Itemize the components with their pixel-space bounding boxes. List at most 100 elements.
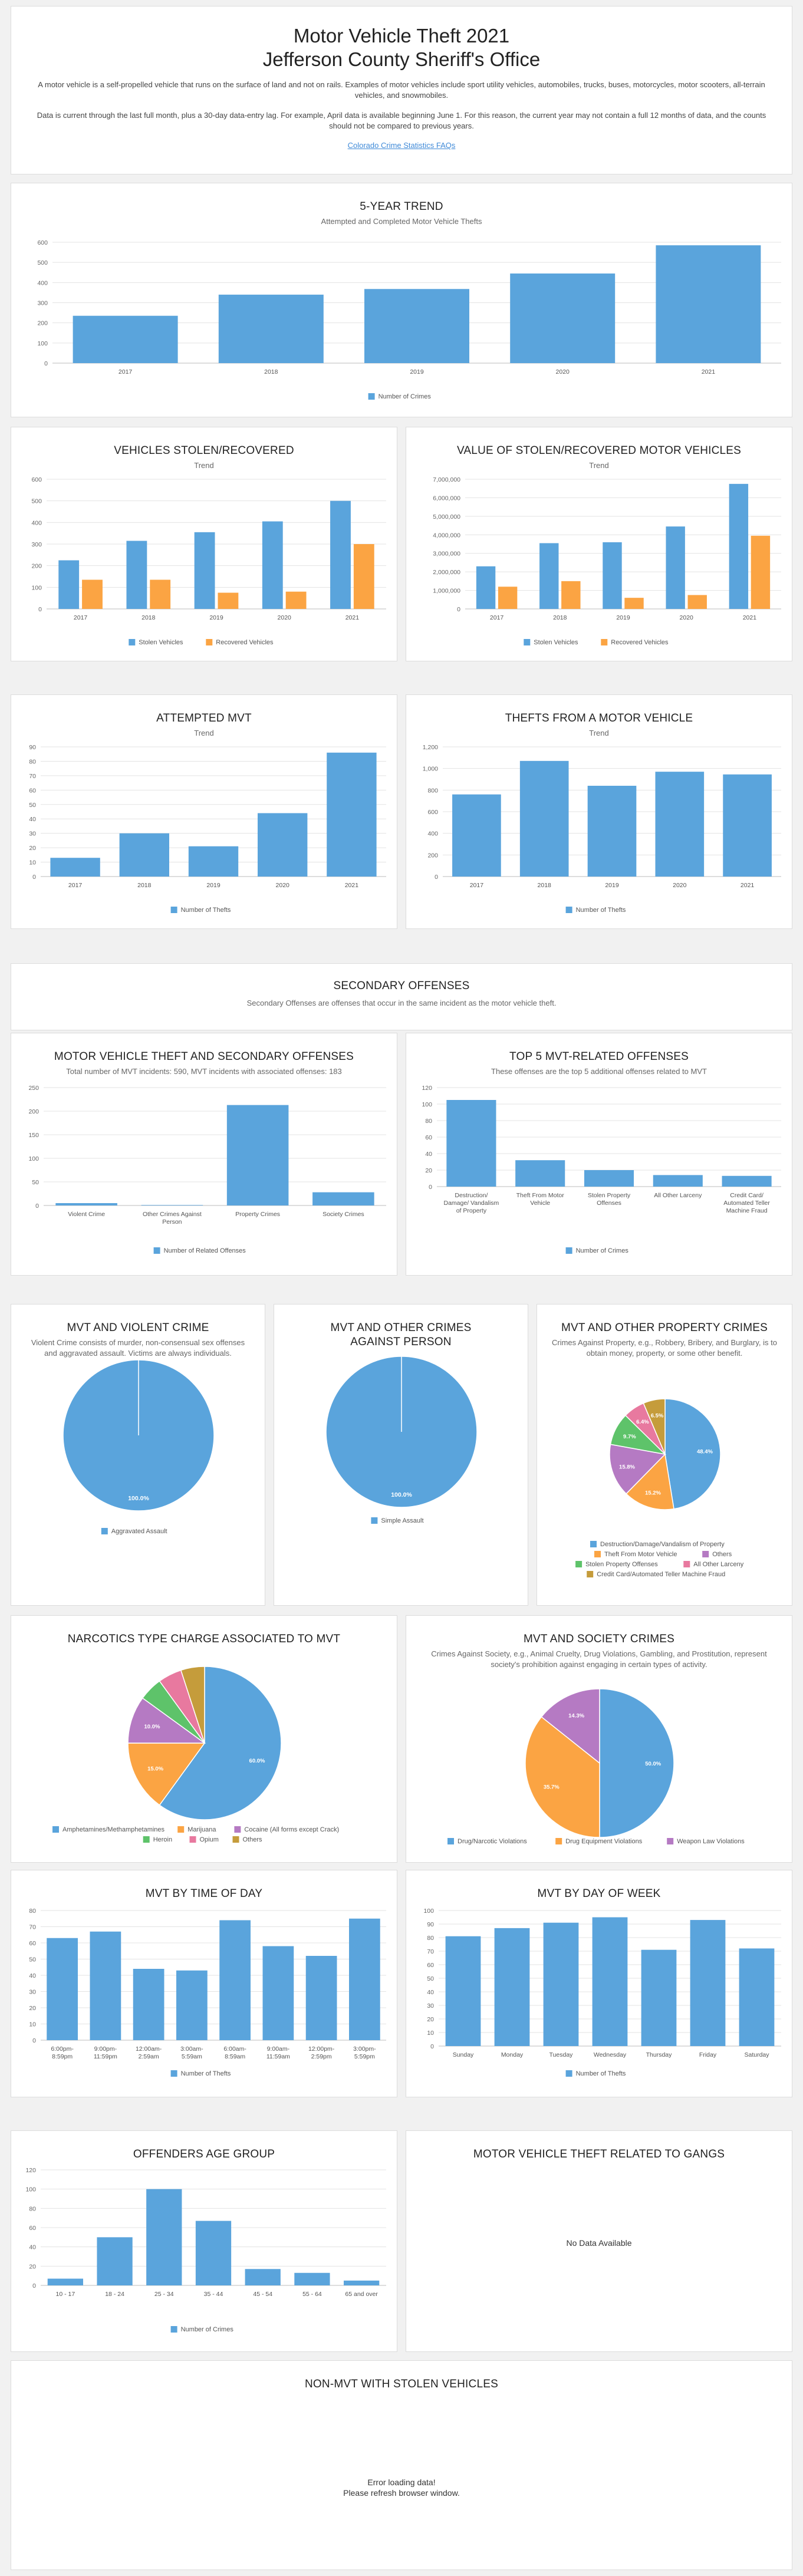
bar — [624, 598, 644, 609]
bar — [641, 1949, 677, 2046]
y-tick-label: 0 — [429, 1184, 432, 1191]
x-tick-label: 25 - 34 — [154, 2291, 174, 2298]
bar — [653, 1175, 703, 1187]
y-tick-label: 20 — [427, 2016, 434, 2023]
society-crimes-title: MVT and Society Crimes — [523, 1633, 675, 1645]
mvt-property-crimes-subtitle: Crimes Against Property, e.g., Robbery, … — [552, 1338, 777, 1358]
x-tick-label: 11:59pm — [94, 2053, 117, 2060]
mvt-secondary-offenses-title: Motor Vehicle Theft and Secondary Offens… — [54, 1050, 354, 1063]
y-tick-label: 70 — [427, 1948, 434, 1955]
x-tick-label: of Property — [456, 1207, 487, 1214]
pie-slice — [127, 1742, 206, 1806]
y-tick-label: 40 — [427, 1989, 434, 1996]
bar — [58, 560, 80, 609]
bar — [218, 294, 324, 363]
y-tick-label: 0 — [32, 2037, 36, 2044]
bar — [751, 535, 771, 609]
legend-label: Others — [243, 1836, 263, 1843]
legend-label: Stolen Vehicles — [534, 639, 578, 646]
x-tick-label: Saturday — [744, 2051, 769, 2058]
legend-label: Number of Crimes — [379, 393, 432, 400]
mvt-secondary-offenses-chart: 0 50 100 150 200 250 Violent Crime Other Crimes… — [28, 1085, 386, 1254]
legend-label: Number of Thefts — [181, 907, 231, 914]
legend-label: Drug/Narcotic Violations — [458, 1838, 527, 1845]
legend-swatch — [232, 1836, 239, 1843]
legend-swatch — [594, 1551, 601, 1557]
y-tick-label: 200 — [37, 320, 48, 327]
x-tick-label: Other Crimes Against — [143, 1211, 202, 1218]
mvt-violent-crime-chart: 100.0% Aggravated Assault — [62, 1359, 215, 1535]
y-tick-label: 40 — [425, 1151, 432, 1158]
legend-swatch — [601, 639, 608, 645]
bar — [305, 1956, 337, 2040]
y-tick-label: 3,000,000 — [433, 551, 460, 558]
legend-swatch — [143, 1836, 150, 1843]
legend-label: Recovered Vehicles — [216, 639, 274, 646]
legend-label: Drug Equipment Violations — [565, 1838, 643, 1845]
bar — [330, 500, 351, 609]
crime-stats-faq-link[interactable]: Colorado Crime Statistics FAQs — [347, 141, 456, 150]
legend-swatch — [170, 2070, 177, 2077]
data-note-paragraph: Data is current through the last full mo… — [37, 111, 766, 130]
y-tick-label: 400 — [37, 279, 48, 286]
bar — [258, 813, 308, 877]
narcotics-title: Narcotics Type Charge Associated to MVT — [67, 1633, 341, 1645]
bar — [655, 772, 705, 877]
y-tick-label: 80 — [427, 1935, 434, 1942]
x-tick-label: 2018 — [141, 614, 156, 621]
legend-swatch — [368, 393, 375, 400]
y-tick-label: 80 — [425, 1118, 432, 1125]
bar — [739, 1948, 775, 2046]
intro-paragraph: A motor vehicle is a self-propelled vehi… — [38, 80, 765, 100]
non-mvt-card: Non-MVT with Stolen Vehicles Error loadi… — [11, 2360, 792, 2570]
legend-label: Opium — [200, 1836, 219, 1843]
legend-swatch — [565, 2070, 572, 2077]
page-title: Motor Vehicle Theft 2021 — [293, 25, 510, 47]
x-tick-label: Person — [162, 1218, 182, 1226]
y-tick-label: 7,000,000 — [433, 476, 460, 483]
x-tick-label: Machine Fraud — [726, 1207, 768, 1214]
x-tick-label: Automated Teller — [723, 1200, 770, 1207]
y-tick-label: 60 — [29, 1940, 36, 1947]
pie-data-label: 48.4% — [697, 1449, 713, 1455]
x-tick-label: 3:00am- — [180, 2045, 203, 2053]
bar — [561, 581, 581, 609]
thefts-from-vehicle-subtitle: Trend — [589, 729, 609, 737]
pie-data-label: 100.0% — [391, 1491, 412, 1498]
y-tick-label: 300 — [37, 300, 48, 307]
y-tick-label: 60 — [29, 787, 36, 794]
x-tick-label: 6:00am- — [223, 2045, 246, 2053]
legend-label: Amphetamines/Methamphetamines — [62, 1826, 165, 1833]
x-tick-label: 2019 — [616, 614, 630, 621]
y-tick-label: 2,000,000 — [433, 569, 460, 576]
bar — [90, 1931, 121, 2040]
legend-swatch — [101, 1528, 108, 1534]
bar — [82, 579, 103, 609]
bar — [146, 2189, 182, 2285]
x-tick-label: 2:59pm — [311, 2053, 332, 2060]
mvt-crimes-against-person-card: MVT and Other Crimes Against Person 100.… — [274, 1304, 528, 1606]
pie-data-label: 60.0% — [249, 1758, 265, 1764]
x-tick-label: 45 - 54 — [253, 2291, 272, 2298]
x-tick-label: 9:00pm- — [94, 2045, 117, 2053]
non-mvt-title: Non-MVT with Stolen Vehicles — [305, 2378, 498, 2390]
x-tick-label: 8:59am — [225, 2053, 245, 2060]
legend-label: Aggravated Assault — [111, 1528, 167, 1535]
y-tick-label: 100 — [25, 2186, 36, 2193]
y-tick-label: 800 — [427, 787, 438, 794]
x-tick-label: 5:59am — [182, 2053, 202, 2060]
x-tick-label: Stolen Property — [588, 1192, 631, 1199]
value-stolen-recovered-card: Value of Stolen/Recovered Motor Vehicles… — [406, 427, 792, 661]
y-tick-label: 1,000,000 — [433, 588, 460, 595]
mvt-secondary-offenses-subtitle: Total number of MVT incidents: 590, MVT … — [66, 1067, 342, 1076]
bar — [722, 1175, 772, 1187]
x-tick-label: 2017 — [490, 614, 504, 621]
x-tick-label: Offenses — [597, 1200, 621, 1207]
pie-slice — [626, 1453, 674, 1510]
bar — [47, 1938, 78, 2040]
bar — [344, 2280, 380, 2285]
legend-label: Stolen Vehicles — [139, 639, 183, 646]
top5-offenses-subtitle: These offenses are the top 5 additional … — [491, 1067, 707, 1076]
x-tick-label: 8:59pm — [52, 2053, 73, 2060]
legend-swatch — [565, 907, 572, 913]
